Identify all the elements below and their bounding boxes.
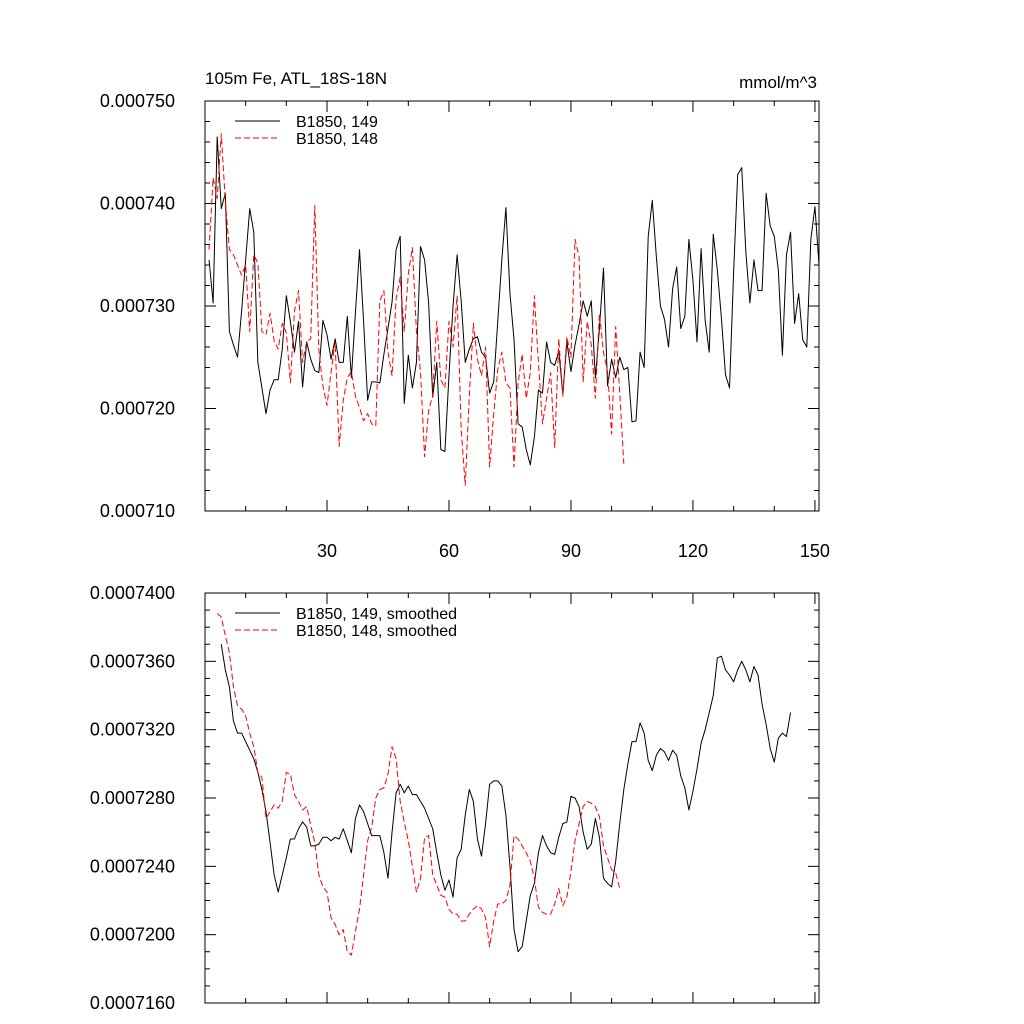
series-group [216,613,792,956]
legend-label-2: B1850, 148 [296,131,378,148]
x-tick-label: 60 [439,541,459,561]
legend-label-2: B1850, 148, smoothed [296,623,457,640]
chart-title: 105m Fe, ATL_18S-18N [205,69,387,88]
bottom-panel: 0.0007160 0.0007200 0.0007240 0.0007280 0.00… [90,583,820,1013]
x-tick-label: 150 [800,541,830,561]
y-tick-label: 0.000750 [100,91,175,111]
y-tick-label: 0.0007240 [90,856,175,876]
series-line-2 [208,133,625,486]
y-tick-label: 0.000740 [100,194,175,214]
chart-units: mmol/m^3 [739,73,817,92]
y-tick-label: 0.0007160 [90,993,175,1013]
x-tick-label: 30 [317,541,337,561]
y-tick-label: 0.0007200 [90,925,175,945]
y-tick-label: 0.000720 [100,399,175,419]
series-line-1 [208,136,819,466]
legend-label-1: B1850, 149 [296,114,378,131]
legend-label-1: B1850, 149, smoothed [296,606,457,623]
y-tick-label: 0.0007400 [90,583,175,603]
y-tick-label: 0.0007360 [90,651,175,671]
y-tick-label: 0.000730 [100,296,175,316]
top-panel: 30 60 90 120 150 0.000710 0.000720 0.000730 0.00… [100,69,830,561]
y-tick-label: 0.0007280 [90,788,175,808]
y-tick-label: 0.000710 [100,501,175,521]
series-line-1 [220,644,792,953]
x-tick-label: 120 [678,541,708,561]
x-tick-label: 90 [561,541,581,561]
series-group [208,133,819,486]
y-tick-label: 0.0007320 [90,720,175,740]
series-line-2 [216,613,621,956]
